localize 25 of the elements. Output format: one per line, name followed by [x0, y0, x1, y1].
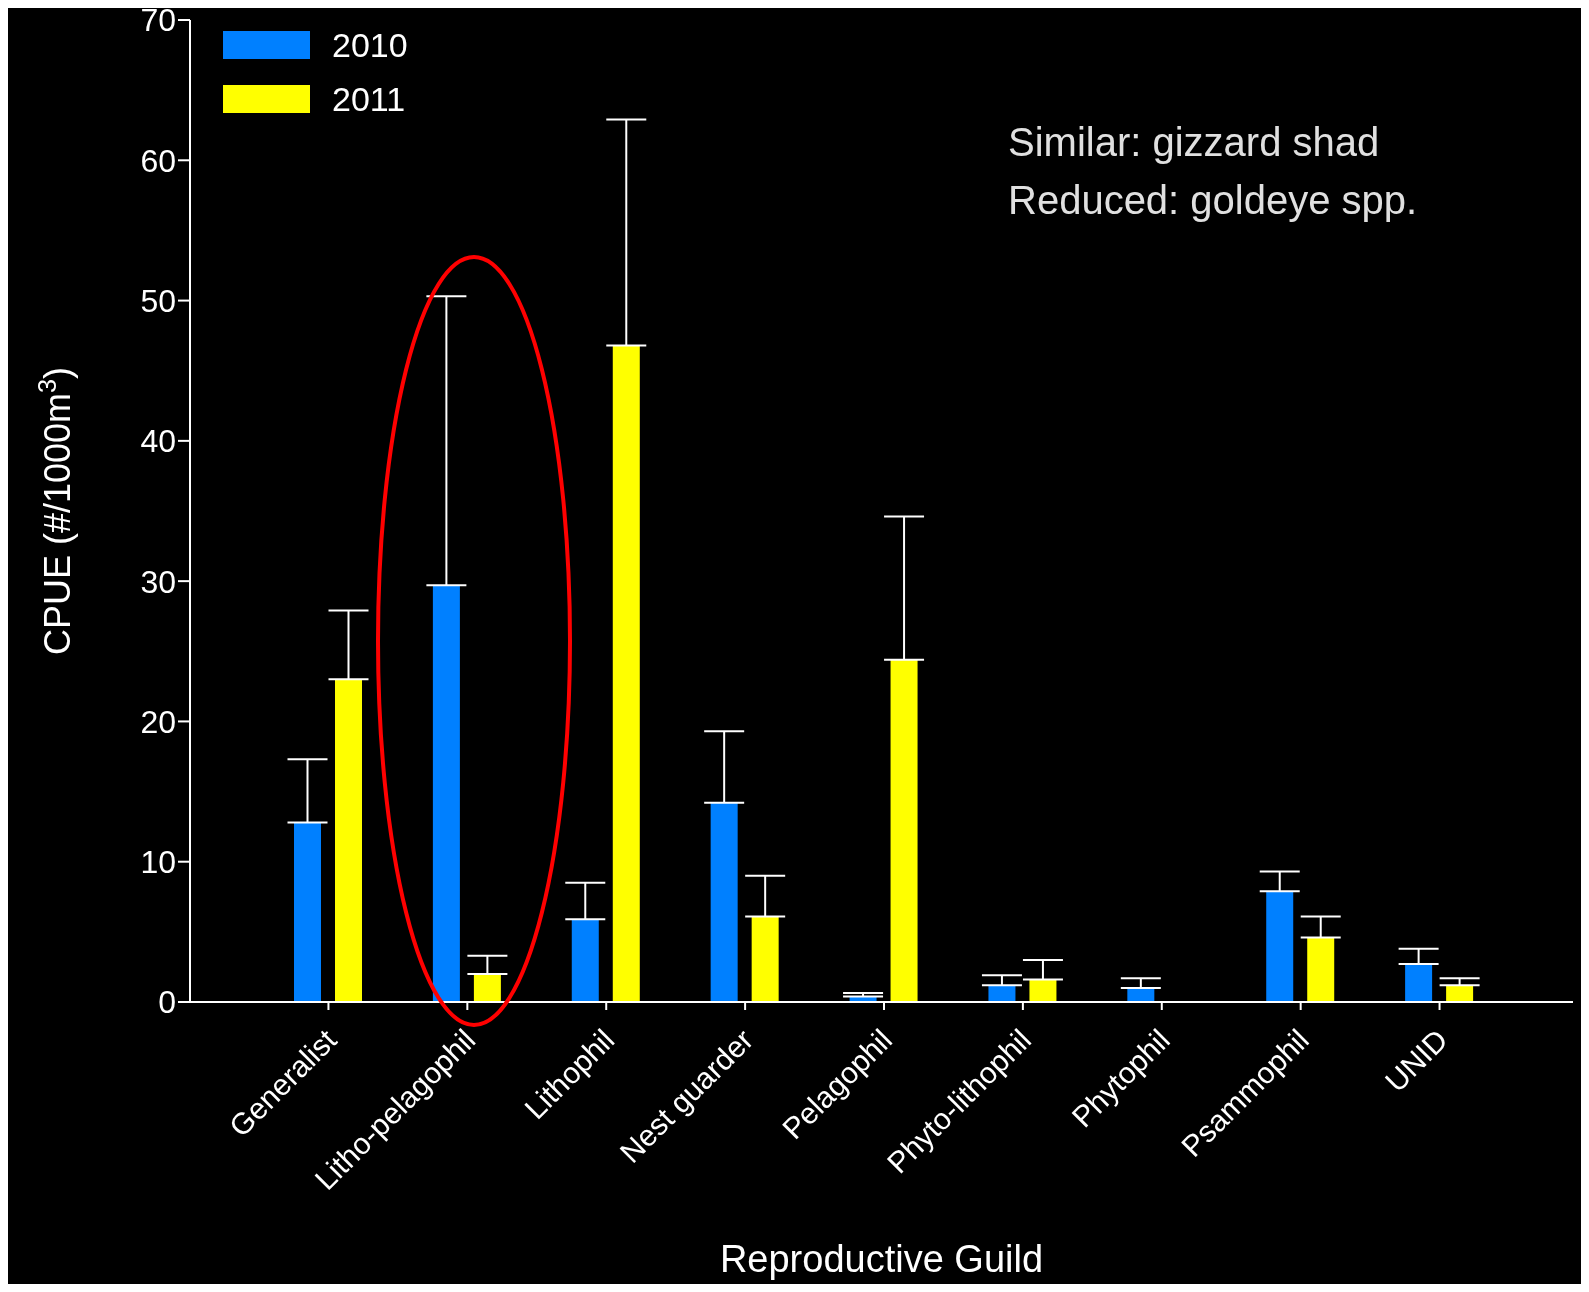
y-tick-label: 70: [140, 2, 176, 39]
y-tick-label: 50: [140, 282, 176, 319]
x-axis-title: Reproductive Guild: [719, 1238, 1044, 1280]
bar: [473, 973, 501, 1002]
bar: [751, 916, 779, 1002]
bar: [612, 345, 640, 1002]
y-tick-label: 40: [140, 423, 176, 460]
bar: [890, 659, 918, 1002]
annotation: Similar: gizzard shad: [1008, 119, 1381, 166]
bar: [1405, 964, 1433, 1002]
y-tick-label: 0: [158, 984, 176, 1021]
bar: [710, 802, 738, 1002]
legend-label: 2010: [332, 25, 408, 65]
y-tick-label: 60: [140, 142, 176, 179]
y-tick-label: 20: [140, 703, 176, 740]
bar: [571, 919, 599, 1002]
bar: [1266, 891, 1294, 1002]
annotation: Reduced: goldeye spp.: [1008, 177, 1418, 224]
y-tick-label: 10: [140, 844, 176, 881]
legend-label: 2011: [332, 79, 406, 119]
bar: [432, 585, 460, 1002]
bar: [294, 822, 321, 1002]
bar: [1307, 937, 1335, 1002]
y-tick-label: 30: [140, 563, 176, 600]
bar: [335, 679, 362, 1002]
